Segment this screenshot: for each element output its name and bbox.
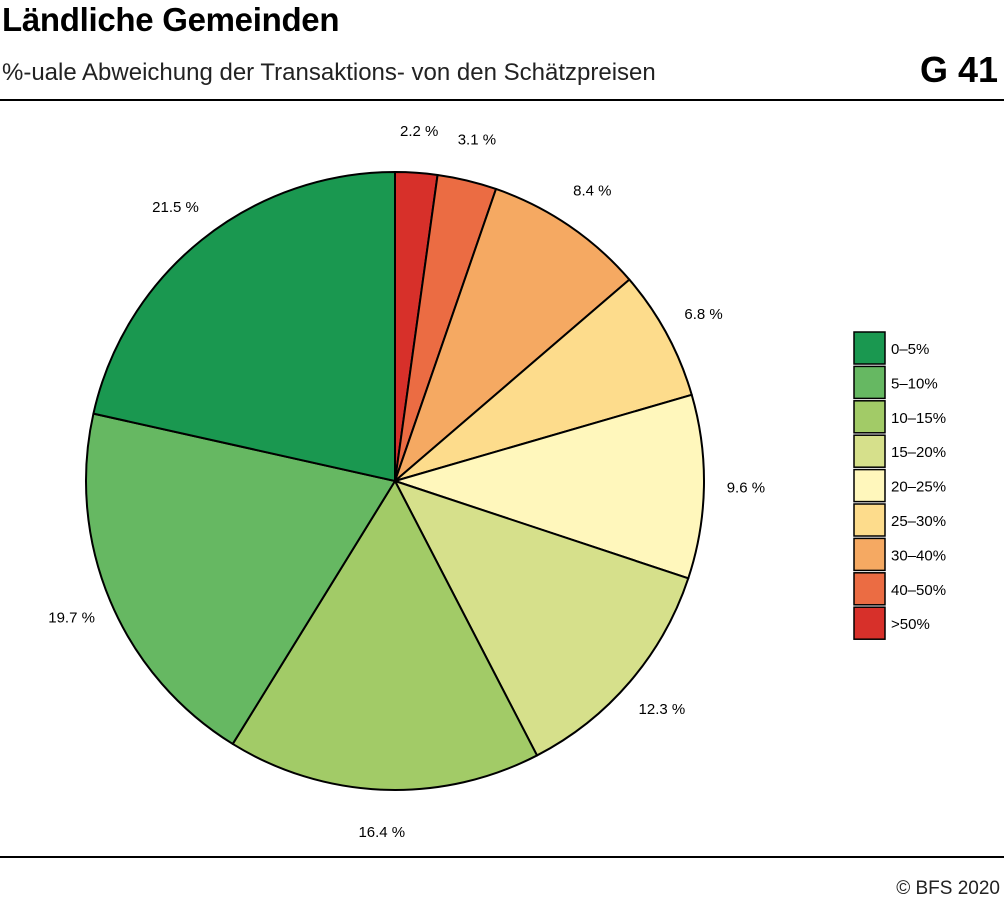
pie-slices <box>85 171 705 791</box>
slice-label-40-50pct: 3.1 % <box>458 132 496 149</box>
legend-label-15-20pct: 15–20% <box>891 444 946 461</box>
pie-slice-15-20pct <box>394 480 690 757</box>
pie-slice-25-30pct <box>394 278 693 482</box>
slice-label-20-25pct: 9.6 % <box>727 480 765 497</box>
legend-label-over-50pct: >50% <box>891 616 930 633</box>
legend-swatch-5-10pct <box>853 365 886 400</box>
legend-swatch-20-25pct <box>853 468 886 503</box>
slice-labels: 2.2 % 3.1 % 8.4 % 6.8 % 9.6 % 12.3 % 16.4 % 19.… <box>48 123 765 841</box>
slice-label-10-15pct: 16.4 % <box>358 824 405 841</box>
legend-label-25-30pct: 25–30% <box>891 513 946 530</box>
pie-slice-10-15pct <box>231 480 539 791</box>
header-divider <box>0 99 1004 101</box>
chart-subtitle: %-uale Abweichung der Transaktions- von … <box>2 59 656 86</box>
legend-swatch-25-30pct <box>853 503 886 537</box>
pie-slice-0-5pct <box>92 171 396 482</box>
legend-label-10-15pct: 10–15% <box>891 410 946 427</box>
pie-slice-30-40pct <box>394 187 631 482</box>
legend-swatch-15-20pct <box>853 434 886 468</box>
chart-title: Ländliche Gemeinden <box>2 1 340 38</box>
slice-label-25-30pct: 6.8 % <box>684 306 722 323</box>
slice-label-15-20pct: 12.3 % <box>639 701 686 718</box>
legend-swatch-40-50pct <box>853 572 886 606</box>
slice-label-5-10pct: 19.7 % <box>48 609 95 626</box>
legend-swatch-0-5pct <box>853 331 886 365</box>
legend-label-30-40pct: 30–40% <box>891 547 946 564</box>
source-credit: © BFS 2020 <box>896 878 1000 899</box>
pie-slice-20-25pct <box>394 393 705 580</box>
legend-label-0-5pct: 0–5% <box>891 341 929 358</box>
legend-swatch-over-50pct <box>853 606 886 640</box>
legend: 0–5% 5–10% 10–15% 15–20% 20–25% 25–30% 30–40% 4… <box>853 331 946 640</box>
figure-number: G 41 <box>919 49 998 90</box>
legend-label-40-50pct: 40–50% <box>891 582 946 599</box>
footer-divider <box>0 856 1004 858</box>
slice-label-over-50pct: 2.2 % <box>400 123 438 140</box>
legend-label-20-25pct: 20–25% <box>891 479 946 496</box>
legend-swatch-10-15pct <box>853 400 886 434</box>
slice-label-0-5pct: 21.5 % <box>152 199 199 216</box>
legend-label-5-10pct: 5–10% <box>891 375 938 392</box>
pie-slice-5-10pct <box>85 412 396 745</box>
slice-label-30-40pct: 8.4 % <box>573 183 611 200</box>
legend-swatch-30-40pct <box>853 537 886 572</box>
